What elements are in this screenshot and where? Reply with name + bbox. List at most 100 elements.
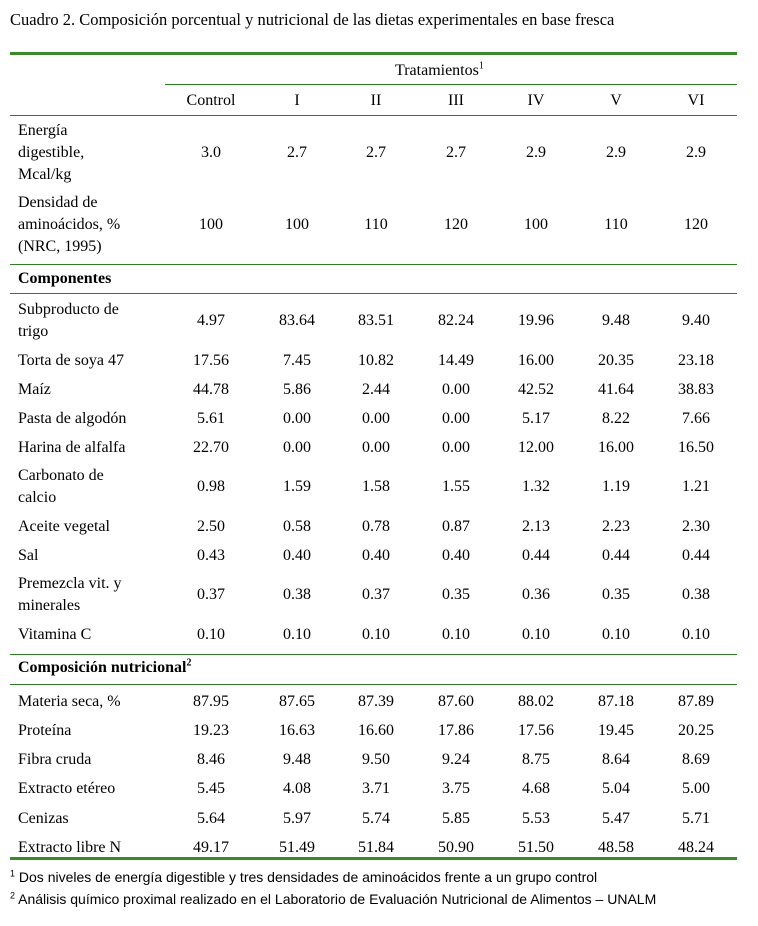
table-cell-value: 23.18	[678, 351, 714, 369]
table-cell-value: 2.9	[686, 144, 706, 161]
row-label: Sal	[18, 546, 39, 564]
table-cell-value: 0.00	[442, 409, 470, 427]
section-rule	[10, 654, 737, 655]
table-cell-value: 44.78	[193, 380, 229, 398]
table-cell-value: 0.37	[197, 586, 225, 603]
table-cell-value: 16.63	[279, 721, 315, 739]
table-cell-value: 7.66	[682, 409, 710, 427]
row-label: Torta de soya 47	[18, 351, 124, 369]
row-label: Premezcla vit. y	[18, 575, 122, 592]
table-cell-value: 2.23	[602, 517, 630, 535]
table-cell-value: 5.00	[682, 780, 710, 798]
table-cell-value: 4.68	[522, 780, 550, 798]
row-label: minerales	[18, 597, 81, 614]
table-cell-value: 9.50	[362, 751, 390, 769]
table-cell-value: 5.47	[602, 809, 630, 827]
table-cell-value: 5.61	[197, 409, 225, 427]
table-cell-value: 19.96	[518, 312, 554, 329]
table-cell-value: 0.43	[197, 546, 225, 564]
table-cell-value: 2.7	[446, 144, 466, 161]
column-header: I	[294, 92, 300, 109]
table-cell-value: 83.51	[358, 312, 394, 329]
table-cell-value: 0.10	[283, 625, 311, 643]
table-cell-value: 8.75	[522, 751, 550, 769]
table-cell-value: 5.74	[362, 809, 390, 827]
table-cell-value: 0.10	[362, 625, 390, 643]
table-cell-value: 0.10	[442, 625, 470, 643]
table-cell-value: 12.00	[518, 438, 554, 456]
row-label: Extracto libre N	[18, 839, 122, 856]
footnote-1-sup: 1	[10, 868, 16, 879]
table-cell-value: 7.45	[283, 351, 311, 369]
table-cell-value: 50.90	[438, 839, 474, 856]
table-cell-value: 1.58	[362, 478, 390, 495]
table-cell-value: 1.19	[602, 478, 630, 495]
table-cell-value: 0.10	[197, 625, 225, 643]
table-cell-value: 5.71	[682, 809, 710, 827]
table-cell-value: 9.40	[682, 312, 710, 329]
table-cell-value: 16.60	[358, 721, 394, 739]
table-cell-value: 100	[524, 216, 548, 233]
row-label: Mcal/kg	[18, 166, 72, 183]
table-cell-value: 100	[285, 216, 309, 233]
table-cell-value: 5.85	[442, 809, 470, 827]
table-cell-value: 9.24	[442, 751, 470, 769]
table-cell-value: 16.50	[678, 438, 714, 456]
table-cell-value: 87.95	[193, 692, 229, 710]
row-label: Vitamina C	[18, 625, 92, 643]
column-header: IV	[527, 92, 545, 109]
table-cell-value: 1.55	[442, 478, 470, 495]
table-cell-value: 87.18	[598, 692, 634, 710]
row-label: Cenizas	[18, 809, 69, 827]
table-cell-value: 2.30	[682, 517, 710, 535]
table-cell-value: 4.08	[283, 780, 311, 798]
top-rule	[10, 52, 737, 55]
section-title-nutrition: Composición nutricional2	[18, 657, 191, 679]
table-cell-value: 9.48	[602, 312, 630, 329]
table-cell-value: 5.04	[602, 780, 630, 798]
table-cell-value: 5.53	[522, 809, 550, 827]
table-cell-value: 49.17	[193, 839, 229, 856]
section-rule	[10, 684, 737, 685]
table-cell-value: 0.00	[442, 438, 470, 456]
footnote-2-text: Análisis químico proximal realizado en e…	[18, 891, 657, 907]
table-caption: Cuadro 2. Composición porcentual y nutri…	[10, 10, 615, 29]
table-cell-value: 0.87	[442, 517, 470, 535]
table-cell-value: 0.40	[362, 546, 390, 564]
column-header: III	[448, 92, 464, 109]
table-cell-value: 0.98	[197, 478, 225, 495]
table-cell-value: 83.64	[279, 312, 315, 329]
table-cell-value: 2.7	[366, 144, 386, 161]
footnote-1: 1 Dos niveles de energía digestible y tr…	[10, 869, 597, 885]
table-cell-value: 5.64	[197, 809, 225, 827]
table-cell-value: 2.44	[362, 380, 390, 398]
table-cell-value: 0.00	[362, 438, 390, 456]
row-label: Extracto etéreo	[18, 780, 116, 798]
row-label: Harina de alfalfa	[18, 438, 126, 456]
table-cell-value: 0.37	[362, 586, 390, 603]
table-cell-value: 110	[604, 216, 628, 233]
section-rule	[10, 264, 737, 265]
table-cell-value: 42.52	[518, 380, 554, 398]
row-label: trigo	[18, 323, 49, 340]
table-cell-value: 16.00	[598, 438, 634, 456]
group-header-label: Tratamientos	[395, 62, 479, 79]
table-cell-value: 51.49	[279, 839, 315, 856]
table-cell-value: 16.00	[518, 351, 554, 369]
table-cell-value: 8.69	[682, 751, 710, 769]
table-cell-value: 0.44	[602, 546, 630, 564]
row-label: Fibra cruda	[18, 751, 92, 769]
table-cell-value: 0.10	[602, 625, 630, 643]
table-cell-value: 14.49	[438, 351, 474, 369]
table-cell-value: 20.35	[598, 351, 634, 369]
row-label: Densidad de	[18, 194, 98, 211]
table-cell-value: 88.02	[518, 692, 554, 710]
table-cell-value: 3.71	[362, 780, 390, 798]
table-cell-value: 87.39	[358, 692, 394, 710]
table-cell-value: 87.65	[279, 692, 315, 710]
row-label: Maíz	[18, 380, 51, 398]
table-cell-value: 0.38	[283, 586, 311, 603]
table-cell-value: 0.36	[522, 586, 550, 603]
table-cell-value: 120	[684, 216, 708, 233]
table-cell-value: 87.60	[438, 692, 474, 710]
